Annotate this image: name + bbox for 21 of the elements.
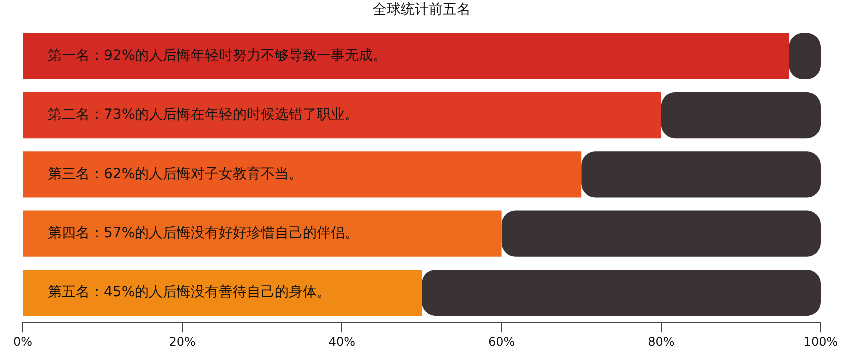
- y-tick-label: 第一名：92%的人后悔年轻时努力不够导致一事无成。: [48, 48, 388, 64]
- x-tick-label: 0%: [13, 334, 33, 349]
- x-tick-label: 80%: [648, 334, 675, 349]
- bar: [24, 33, 790, 80]
- y-tick-label: 第五名：45%的人后悔没有善待自己的身体。: [48, 284, 332, 301]
- bar: [24, 152, 582, 198]
- bar: [582, 152, 821, 198]
- bar: [24, 92, 662, 139]
- x-tick-label: 60%: [488, 334, 516, 349]
- y-tick-label: 第四名：57%的人后悔没有好好珍惜自己的伴侣。: [48, 226, 360, 242]
- bar: [502, 210, 821, 257]
- x-tick-label: 20%: [169, 334, 196, 349]
- x-tick-label: 100%: [804, 334, 838, 349]
- chart-title: 全球统计前五名: [373, 2, 471, 18]
- y-tick-label: 第三名：62%的人后悔对子女教育不当。: [48, 165, 304, 182]
- bar: [24, 210, 502, 257]
- bar: [422, 270, 821, 316]
- bar: [24, 270, 422, 316]
- y-tick-label: 第二名：73%的人后悔在年轻的时候选错了职业。: [48, 107, 360, 124]
- bar: [661, 92, 821, 139]
- x-tick-label: 40%: [328, 334, 356, 349]
